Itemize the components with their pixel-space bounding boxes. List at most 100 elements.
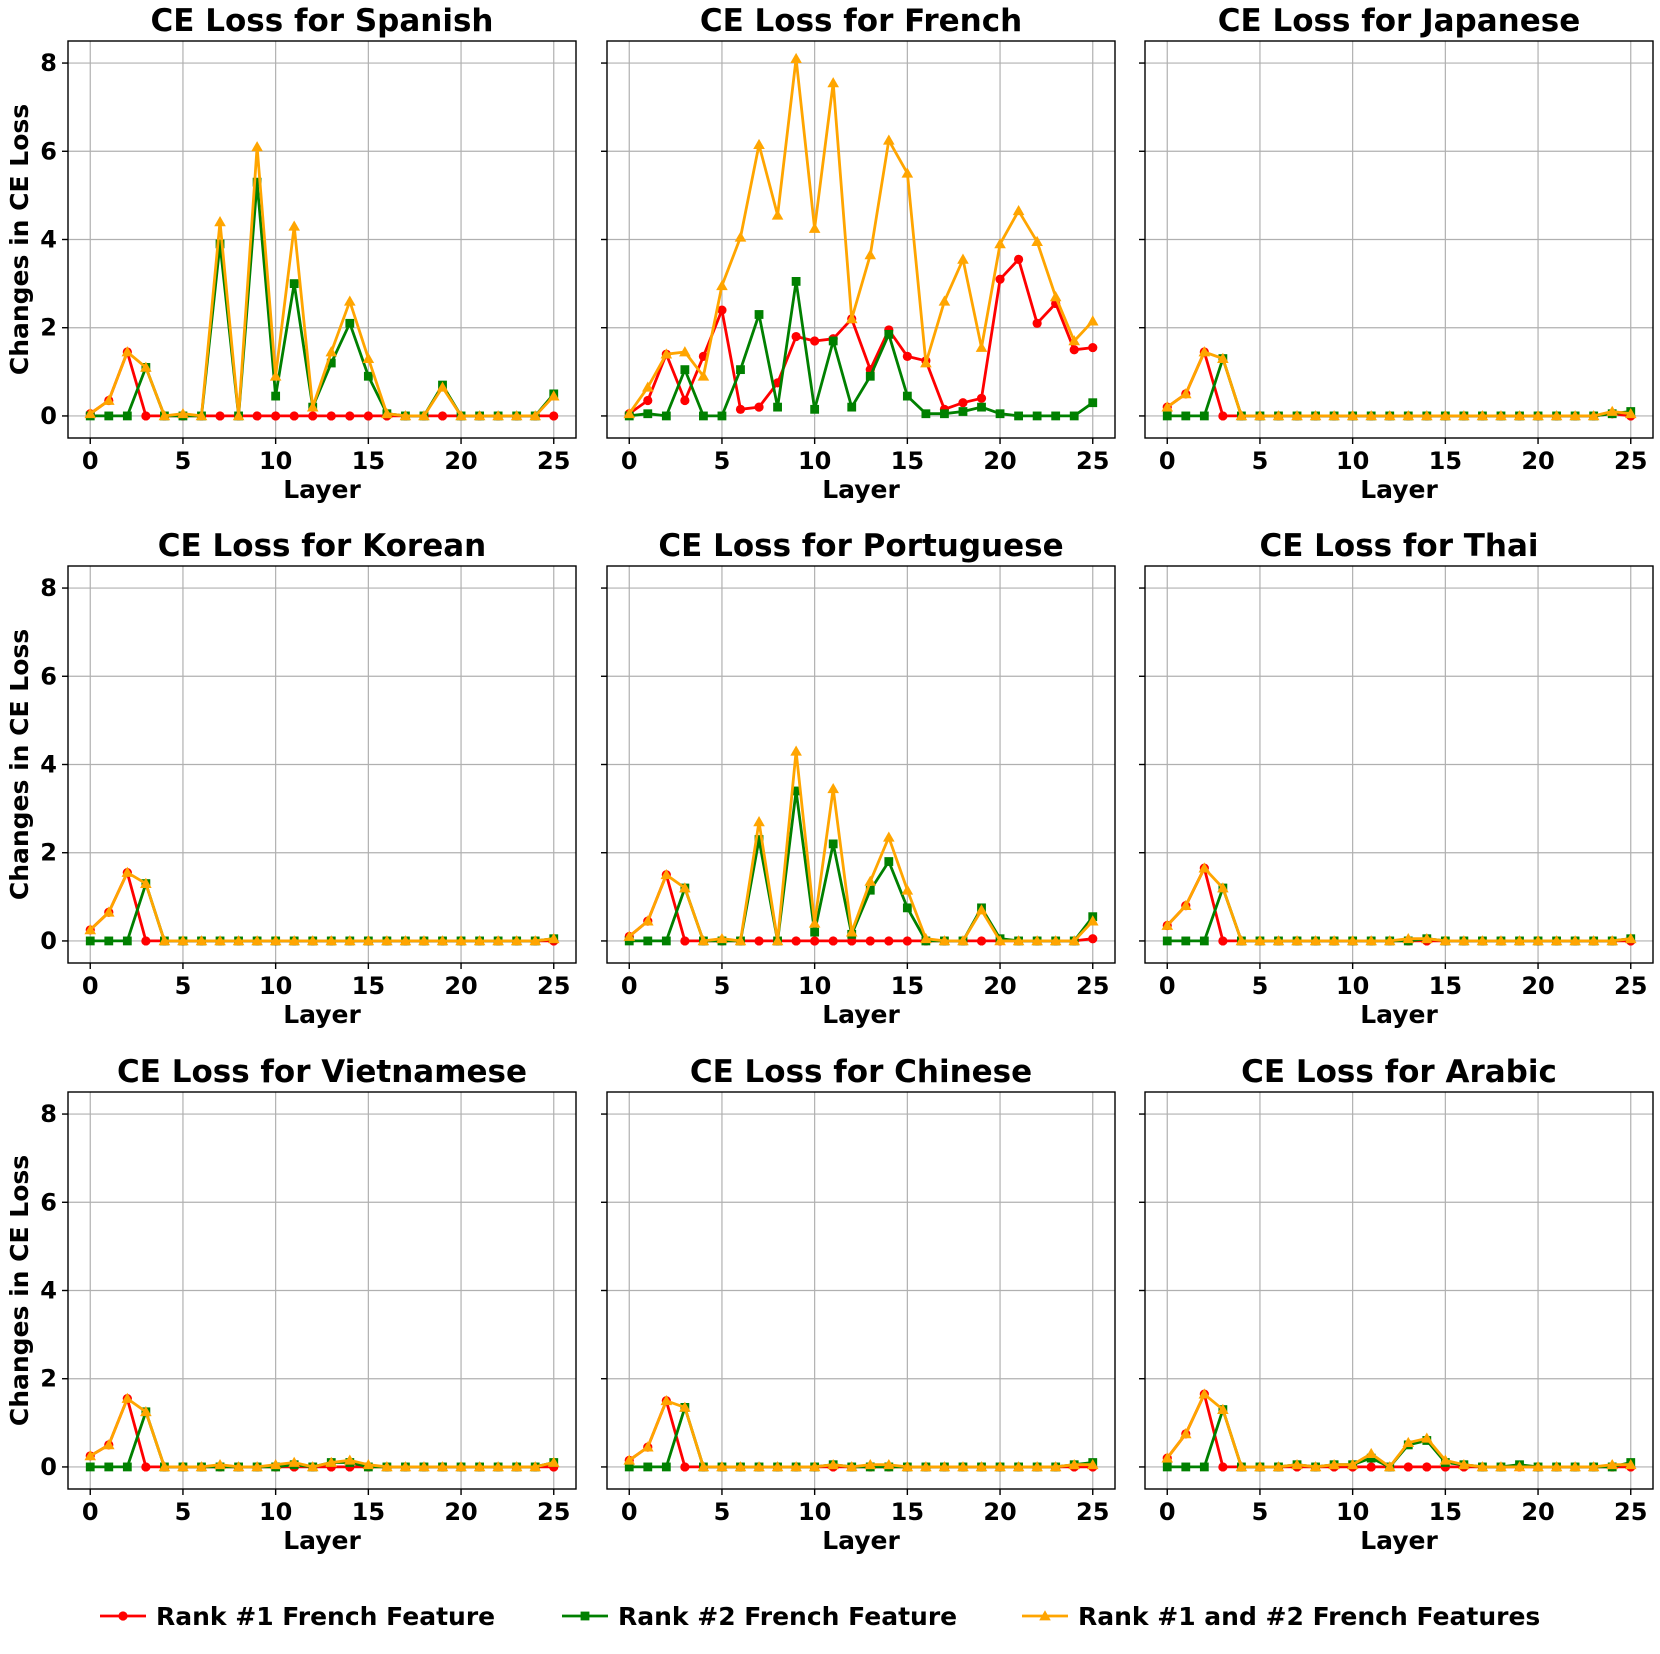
legend-marker bbox=[1039, 1610, 1051, 1621]
data-point bbox=[847, 402, 857, 412]
data-point bbox=[326, 411, 336, 421]
data-point bbox=[195, 1461, 208, 1472]
x-tick-label: 20 bbox=[983, 447, 1016, 475]
data-point bbox=[771, 209, 784, 220]
data-point bbox=[884, 857, 894, 866]
data-point bbox=[1086, 1458, 1099, 1470]
data-point bbox=[902, 936, 912, 946]
data-point bbox=[734, 231, 747, 242]
y-axis-label: Changes in CE Loss bbox=[5, 629, 34, 900]
data-point bbox=[363, 371, 373, 381]
data-point bbox=[344, 1454, 356, 1465]
data-point bbox=[790, 52, 802, 63]
data-point bbox=[251, 141, 263, 152]
data-point bbox=[884, 329, 894, 339]
data-point bbox=[1088, 342, 1098, 353]
data-point bbox=[1606, 1458, 1619, 1470]
data-point bbox=[1012, 205, 1025, 216]
data-point bbox=[1291, 935, 1303, 946]
data-point bbox=[288, 220, 300, 231]
data-point bbox=[473, 1461, 486, 1472]
data-point bbox=[1587, 410, 1600, 421]
data-point bbox=[104, 936, 114, 946]
data-point bbox=[1181, 936, 1191, 946]
data-point bbox=[1218, 411, 1228, 421]
panel-title: CE Loss for Spanish bbox=[151, 3, 494, 39]
data-point bbox=[810, 404, 820, 414]
data-point bbox=[1218, 1462, 1228, 1472]
x-tick-label: 20 bbox=[983, 1498, 1016, 1526]
panel-title: CE Loss for Japanese bbox=[1218, 3, 1580, 39]
data-point bbox=[845, 926, 858, 937]
data-point bbox=[697, 935, 710, 946]
x-tick-label: 0 bbox=[621, 1498, 638, 1526]
data-point bbox=[232, 1461, 245, 1472]
data-point bbox=[1031, 235, 1043, 247]
data-point bbox=[269, 1458, 282, 1470]
y-tick-label: 8 bbox=[40, 49, 57, 77]
data-point bbox=[1532, 935, 1544, 946]
data-point bbox=[547, 1456, 560, 1467]
data-point bbox=[680, 365, 690, 375]
data-point bbox=[547, 390, 560, 401]
series-line-rank-1-and-2-french-features bbox=[89, 145, 555, 418]
data-point bbox=[529, 410, 542, 421]
data-point bbox=[754, 936, 764, 946]
data-point bbox=[102, 394, 115, 405]
data-point bbox=[122, 936, 132, 946]
data-point bbox=[1476, 1461, 1489, 1472]
data-point bbox=[1346, 935, 1359, 946]
data-point bbox=[641, 1441, 654, 1452]
data-point bbox=[510, 410, 523, 421]
data-point bbox=[921, 409, 931, 419]
data-point bbox=[660, 868, 673, 880]
y-tick-label: 6 bbox=[40, 137, 57, 165]
data-point bbox=[1179, 899, 1192, 911]
data-point bbox=[995, 274, 1005, 284]
data-point bbox=[325, 1456, 338, 1467]
data-point bbox=[661, 1462, 671, 1472]
data-point bbox=[141, 1462, 151, 1472]
x-axis-label: Layer bbox=[283, 475, 361, 504]
data-point bbox=[865, 885, 875, 895]
data-point bbox=[1162, 411, 1172, 421]
series-line-rank-1-and-2-french-features bbox=[89, 1397, 555, 1469]
data-point bbox=[232, 410, 245, 421]
series-line-rank-1-and-2-french-features bbox=[628, 1399, 1093, 1469]
data-point bbox=[1198, 862, 1211, 873]
data-point bbox=[735, 404, 746, 414]
data-point bbox=[1439, 1454, 1452, 1465]
data-point bbox=[1532, 1461, 1544, 1472]
data-point bbox=[1179, 1428, 1192, 1439]
data-point bbox=[994, 935, 1006, 946]
x-tick-label: 10 bbox=[259, 1498, 292, 1526]
data-point bbox=[214, 216, 226, 227]
panel-arabic: 0 5 10 15 20 25 CE Loss for Arabic Layer bbox=[1139, 1054, 1654, 1555]
data-point bbox=[1198, 346, 1211, 357]
data-point bbox=[736, 365, 745, 375]
data-point bbox=[1235, 1461, 1248, 1472]
data-point bbox=[1088, 398, 1098, 408]
data-point bbox=[288, 1456, 300, 1467]
data-point bbox=[938, 295, 951, 306]
x-tick-label: 10 bbox=[259, 447, 292, 475]
data-point bbox=[84, 1450, 97, 1461]
data-point bbox=[436, 935, 449, 946]
data-point bbox=[717, 411, 727, 421]
x-tick-label: 20 bbox=[444, 972, 477, 1000]
data-point bbox=[1161, 401, 1174, 412]
legend-marker bbox=[580, 1611, 590, 1621]
data-point bbox=[325, 346, 338, 357]
data-point bbox=[753, 816, 765, 827]
data-point bbox=[1624, 407, 1637, 419]
panel-title: CE Loss for Thai bbox=[1259, 528, 1538, 564]
data-point bbox=[1161, 1452, 1174, 1463]
x-tick-label: 5 bbox=[1252, 447, 1269, 475]
data-point bbox=[716, 1461, 728, 1472]
legend-label: Rank #1 French Feature bbox=[156, 1602, 495, 1631]
x-tick-label: 20 bbox=[1521, 447, 1554, 475]
data-point bbox=[716, 280, 728, 291]
data-point bbox=[1272, 1461, 1285, 1472]
data-point bbox=[215, 411, 225, 421]
